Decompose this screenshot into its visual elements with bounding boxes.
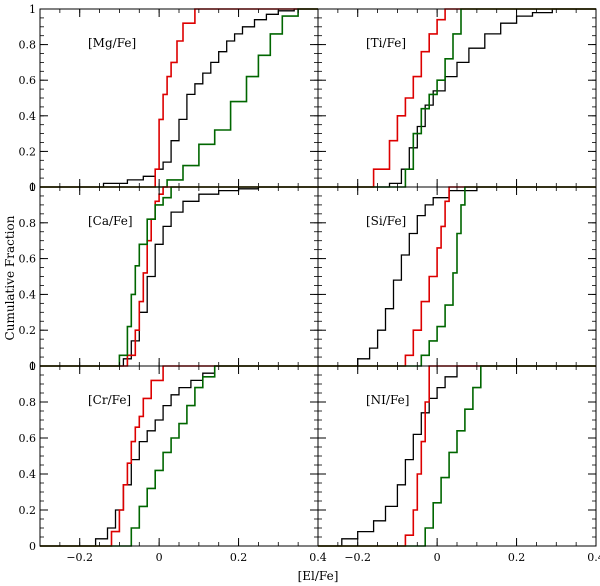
y-tick-label: 0.6 [19,432,37,445]
panel-cr-fe: 0 0.2 0.4 0.6 0.8 1 −0.2 0 0.2 0.4 [Cr/Fe] [19,360,327,564]
y-tick-label: 0.4 [19,468,37,481]
panels-grid: 0 0.2 0.4 0.6 0.8 1 [Mg/Fe] [Ti/Fe] 0 0.2 0.4 0.6 0.… [19,3,600,564]
black-series [40,8,318,188]
y-tick-label: 0.2 [19,324,37,337]
panel-frame [39,8,319,188]
green-series [40,186,318,367]
y-tick-label: 0.4 [19,110,37,123]
x-tick-label: 0.4 [309,551,327,564]
panel-frame [39,186,319,367]
y-tick-label: 0 [29,360,36,373]
x-axis-title: [El/Fe] [298,569,339,583]
black-series [318,186,596,367]
y-tick-label: 0.8 [19,39,37,52]
panel-label: [Ti/Fe] [366,36,406,50]
x-tick-label: 0.4 [587,551,600,564]
y-tick-label: 0.4 [19,288,37,301]
green-series [318,8,596,188]
y-tick-label: 0.6 [19,253,37,266]
y-tick-label: 0.2 [19,145,37,158]
x-tick-label: 0 [434,551,441,564]
y-tick-label: 0 [29,540,36,553]
y-tick-label: 0.8 [19,396,37,409]
black-series [40,365,318,547]
black-series [318,365,596,547]
x-tick-label: −0.2 [344,551,371,564]
panel-label: [Mg/Fe] [88,36,136,50]
panel-frame [317,8,597,188]
x-tick-label: 0 [156,551,163,564]
y-tick-label: 0.2 [19,504,37,517]
red-series [40,186,318,367]
panel-frame [317,186,597,367]
red-series [40,365,318,547]
x-tick-label: 0.2 [230,551,248,564]
y-tick-label: 0.8 [19,217,37,230]
black-series [318,8,596,188]
x-tick-label: 0.2 [508,551,526,564]
panel-label: [NI/Fe] [366,393,409,407]
y-tick-label: 1 [29,3,36,16]
red-series [318,8,596,188]
panel-ni-fe: −0.2 0 0.2 0.4 [NI/Fe] [317,365,600,564]
red-series [318,365,596,547]
black-series [40,186,318,367]
y-tick-label: 0 [29,181,36,194]
x-tick-label: −0.2 [66,551,93,564]
red-series [318,186,596,367]
y-axis-title: Cumulative Fraction [3,215,17,340]
y-tick-label: 0.6 [19,74,37,87]
panel-frame [317,365,597,547]
y-tick-label: 1 [29,360,36,373]
green-series [318,186,596,367]
red-series [40,8,318,188]
panel-label: [Si/Fe] [366,214,406,228]
green-series [40,365,318,547]
panel-label: [Cr/Fe] [88,393,131,407]
panel-ca-fe: 0 0.2 0.4 0.6 0.8 1 [Ca/Fe] [19,181,319,373]
green-series [40,8,318,188]
green-series [318,365,596,547]
panel-mg-fe: 0 0.2 0.4 0.6 0.8 1 [Mg/Fe] [19,3,319,194]
panel-si-fe: [Si/Fe] [317,186,597,367]
panel-label: [Ca/Fe] [88,214,133,228]
y-tick-label: 1 [29,181,36,194]
panel-ti-fe: [Ti/Fe] [317,8,597,188]
